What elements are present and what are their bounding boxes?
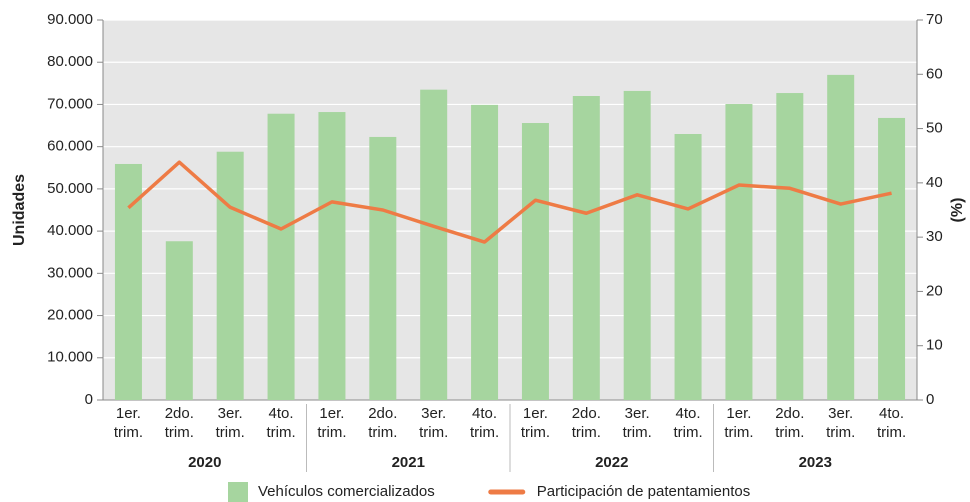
x-tick-label-line: 1er.	[116, 405, 141, 422]
x-tick-label-line: trim.	[368, 424, 397, 441]
bar	[114, 163, 142, 400]
bar	[267, 113, 295, 400]
y-tick-label: 10.000	[47, 349, 93, 366]
x-tick-label: 2do. trim.	[775, 405, 804, 441]
y2-tick-label: 0	[926, 391, 934, 408]
x-tick-label-line: 4to.	[472, 405, 497, 422]
x-tick-label-line: 4to.	[879, 405, 904, 422]
x-tick-label-line: trim.	[470, 424, 499, 441]
x-tick-label-line: 4to.	[676, 405, 701, 422]
x-tick-label-line: trim.	[114, 424, 143, 441]
x-tick-label-line: trim.	[775, 424, 804, 441]
x-tick-label-line: 2do.	[165, 405, 194, 422]
bar	[776, 93, 804, 401]
legend-label: Vehículos comercializados	[258, 483, 435, 500]
x-tick-label-line: 3er.	[421, 405, 446, 422]
x-tick-label-line: trim.	[216, 424, 245, 441]
bar	[369, 136, 397, 400]
x-tick-label: 4to. trim.	[877, 405, 906, 441]
y-tick-label: 70.000	[47, 95, 93, 112]
x-tick-label-line: trim.	[724, 424, 753, 441]
x-tick-label: 4to. trim.	[673, 405, 702, 441]
y-tick-label: 0	[85, 391, 93, 408]
y2-tick-label: 30	[926, 228, 943, 245]
x-tick-label: 3er. trim.	[826, 405, 855, 441]
x-tick-label-line: 2do.	[368, 405, 397, 422]
bar	[216, 151, 244, 400]
bar	[420, 89, 448, 401]
x-tick-label-line: trim.	[572, 424, 601, 441]
x-tick-label: 1er. trim.	[317, 405, 346, 441]
y2-tick-label: 70	[926, 11, 943, 28]
x-tick-label: 4to. trim.	[266, 405, 295, 441]
x-tick-label-line: 3er.	[828, 405, 853, 422]
bar	[471, 104, 499, 400]
x-tick-label-line: trim.	[521, 424, 550, 441]
x-tick-label-line: trim.	[826, 424, 855, 441]
x-tick-label: 3er. trim.	[623, 405, 652, 441]
x-tick-label-line: trim.	[673, 424, 702, 441]
x-tick-label-line: 2do.	[572, 405, 601, 422]
x-tick-label: 4to. trim.	[470, 405, 499, 441]
bar	[878, 117, 906, 400]
line	[127, 160, 892, 244]
x-tick-label-line: trim.	[623, 424, 652, 441]
y-tick-label: 90.000	[47, 11, 93, 28]
x-tick-label-line: 4to.	[269, 405, 294, 422]
year-label: 2020	[188, 454, 221, 471]
x-tick-label: 1er. trim.	[724, 405, 753, 441]
y-tick-label: 40.000	[47, 222, 93, 239]
x-tick-label: 2do. trim.	[368, 405, 397, 441]
y-tick-label: 30.000	[47, 264, 93, 281]
x-tick-label-line: 1er.	[726, 405, 751, 422]
x-tick-label-line: 2do.	[775, 405, 804, 422]
x-tick-label-line: trim.	[317, 424, 346, 441]
bar	[521, 123, 549, 401]
y-tick-label: 80.000	[47, 53, 93, 70]
y2-tick-label: 40	[926, 174, 943, 191]
x-tick-label: 1er. trim.	[521, 405, 550, 441]
legend-label: Participación de patentamientos	[537, 483, 750, 500]
x-tick-label-line: 1er.	[319, 405, 344, 422]
y2-axis-title: (%)	[949, 198, 966, 223]
y-tick-label: 50.000	[47, 180, 93, 197]
y-tick-label: 60.000	[47, 138, 93, 155]
x-tick-label: 3er. trim.	[216, 405, 245, 441]
x-tick-label: 3er. trim.	[419, 405, 448, 441]
x-tick-label-line: trim.	[266, 424, 295, 441]
y2-tick-label: 10	[926, 337, 943, 354]
x-tick-label: 1er. trim.	[114, 405, 143, 441]
bar	[827, 74, 855, 400]
y2-tick-label: 20	[926, 282, 943, 299]
bar	[165, 241, 193, 400]
y2-tick-label: 50	[926, 120, 943, 137]
year-label: 2023	[799, 454, 832, 471]
x-tick-label-line: trim.	[419, 424, 448, 441]
x-tick-label-line: 3er.	[625, 405, 650, 422]
bar	[623, 90, 651, 400]
legend-swatch	[228, 482, 248, 502]
x-tick-label: 2do. trim.	[572, 405, 601, 441]
y-tick-label: 20.000	[47, 307, 93, 324]
x-tick-label: 2do. trim.	[165, 405, 194, 441]
year-label: 2022	[595, 454, 628, 471]
y2-tick-label: 60	[926, 65, 943, 82]
bar	[725, 104, 753, 401]
bar	[572, 96, 600, 400]
year-label: 2021	[392, 454, 425, 471]
x-tick-label-line: trim.	[877, 424, 906, 441]
x-tick-label-line: trim.	[165, 424, 194, 441]
x-tick-label-line: 3er.	[218, 405, 243, 422]
bar	[674, 134, 702, 400]
x-tick-label-line: 1er.	[523, 405, 548, 422]
y-axis-title: Unidades	[11, 174, 28, 246]
bar	[318, 112, 346, 401]
